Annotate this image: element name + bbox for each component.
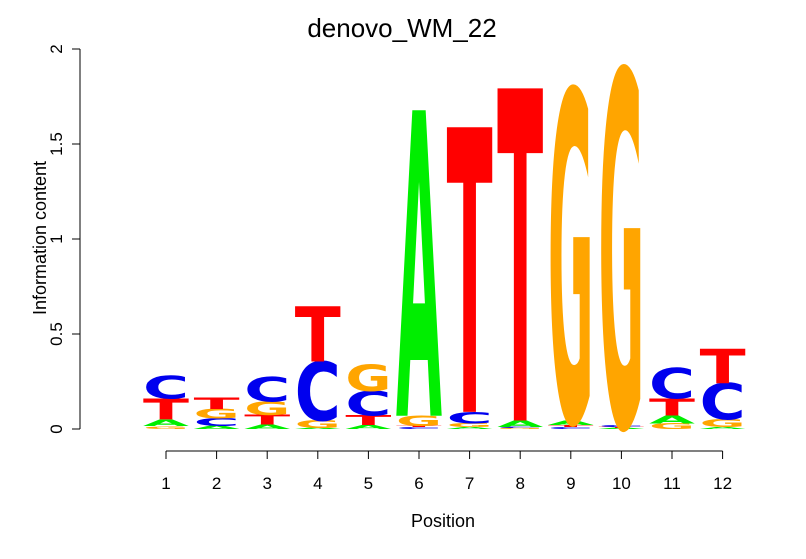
x-tick-label: 3 (262, 474, 271, 493)
logo-letter-g: G (396, 413, 442, 430)
x-tick-label: 6 (414, 474, 423, 493)
logo-letter-t: T (700, 340, 746, 395)
x-tick-label: 2 (212, 474, 221, 493)
logo-letter-c: C (548, 427, 594, 430)
logo-letter-a: A (598, 428, 645, 430)
logo-letter-t: T (244, 412, 290, 427)
logo-letter-a: A (497, 419, 543, 429)
logo-letter-t: T (396, 426, 443, 428)
logo-letter-a: A (649, 414, 695, 426)
logo-letter-c: C (194, 416, 240, 428)
logo-letter-c: C (649, 360, 695, 409)
chart-title: denovo_WM_22 (307, 13, 496, 43)
logo-letter-g: G (345, 358, 391, 400)
logo-letter-c: C (244, 370, 290, 410)
logo-letter-g: G (548, 1, 594, 529)
logo-letter-t: T (143, 394, 190, 427)
logo-letter-a: A (295, 428, 342, 430)
x-tick-label: 10 (612, 474, 631, 493)
x-tick-label: 8 (515, 474, 524, 493)
logo-letter-c: C (143, 370, 189, 407)
logo-letter-g: G (700, 418, 746, 430)
logo-letter-g: G (244, 398, 290, 419)
x-axis-label: Position (411, 511, 475, 531)
logo-letter-t: T (345, 413, 391, 428)
y-tick-label: 1.5 (47, 132, 66, 156)
logo-letter-a: A (194, 425, 241, 430)
y-tick-label: 1 (47, 234, 66, 243)
logo-letter-g: G (143, 425, 189, 430)
x-tick-label: 4 (313, 474, 322, 493)
logo-letter-c: C (497, 427, 543, 428)
logo-letter-c: C (447, 409, 493, 427)
logo-letter-c: C (345, 384, 391, 424)
logo-letter-g: G (598, 0, 644, 540)
logo-letter-a: A (143, 418, 189, 428)
logo-letter-t: T (295, 292, 341, 380)
logo-letter-t: T (649, 394, 696, 421)
x-tick-label: 1 (161, 474, 170, 493)
logo-letter-a: A (548, 419, 594, 427)
logo-letter-a: A (447, 427, 494, 430)
logo-letter-g: G (194, 406, 240, 421)
y-tick-label: 0 (47, 424, 66, 433)
logo-letter-t: T (447, 51, 493, 505)
logo-letter-g: G (497, 428, 543, 430)
x-tick-label: 11 (663, 474, 681, 493)
x-tick-label: 12 (713, 474, 732, 493)
logo-letter-c: C (295, 347, 341, 441)
y-tick-label: 0.5 (47, 322, 66, 346)
y-axis-label: Information content (30, 161, 50, 315)
logo-letter-t: T (194, 395, 241, 413)
logo-letter-a: A (244, 423, 290, 431)
logo-letter-a: A (396, 26, 442, 515)
logo-letter-c: C (700, 375, 746, 432)
logo-letter-a: A (700, 427, 747, 430)
logo-letter-c: C (598, 425, 644, 428)
y-axis: 0 0.5 1 1.5 2 (47, 44, 81, 434)
x-tick-label: 9 (566, 474, 575, 493)
logo-letter-c: C (396, 427, 442, 430)
logo-letter-g: G (649, 422, 695, 431)
logo-letter-t: T (497, 0, 543, 528)
logo-letter-g: G (447, 422, 493, 428)
x-tick-label: 5 (364, 474, 373, 493)
logo-letter-t: T (598, 427, 645, 429)
logo-letter-a: A (345, 424, 391, 430)
y-tick-label: 2 (47, 44, 66, 53)
x-axis: 1 2 3 4 5 6 7 8 9 10 11 12 (161, 450, 732, 493)
x-tick-label: 7 (465, 474, 474, 493)
logo-letter-t: T (548, 425, 595, 428)
logo-letter-g: G (295, 418, 341, 430)
